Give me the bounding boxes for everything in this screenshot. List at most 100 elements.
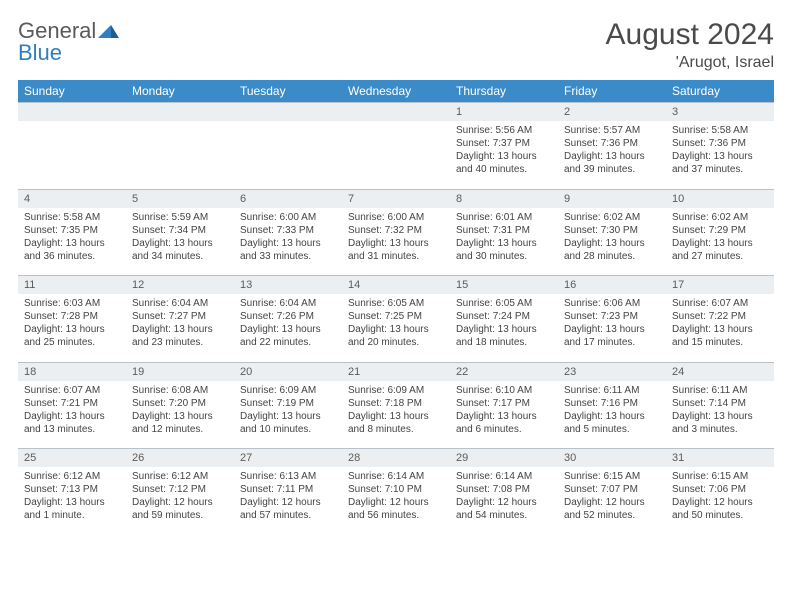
day-number-row: 18192021222324 bbox=[18, 362, 774, 381]
day-content-row: Sunrise: 5:58 AMSunset: 7:35 PMDaylight:… bbox=[18, 208, 774, 276]
day-number-cell: 30 bbox=[558, 449, 666, 468]
daylight-line: Daylight: 12 hours and 52 minutes. bbox=[564, 496, 660, 522]
sunrise-line: Sunrise: 6:05 AM bbox=[348, 297, 444, 310]
sunset-line: Sunset: 7:14 PM bbox=[672, 397, 768, 410]
day-content-row: Sunrise: 5:56 AMSunset: 7:37 PMDaylight:… bbox=[18, 121, 774, 189]
day-content-cell: Sunrise: 6:11 AMSunset: 7:14 PMDaylight:… bbox=[666, 381, 774, 449]
sunset-line: Sunset: 7:16 PM bbox=[564, 397, 660, 410]
day-number-cell: 20 bbox=[234, 362, 342, 381]
day-number-cell: 28 bbox=[342, 449, 450, 468]
sunset-line: Sunset: 7:20 PM bbox=[132, 397, 228, 410]
weekday-header: Wednesday bbox=[342, 80, 450, 103]
weekday-header: Sunday bbox=[18, 80, 126, 103]
day-number-cell: 2 bbox=[558, 103, 666, 122]
daylight-line: Daylight: 13 hours and 25 minutes. bbox=[24, 323, 120, 349]
sunset-line: Sunset: 7:30 PM bbox=[564, 224, 660, 237]
weekday-header: Saturday bbox=[666, 80, 774, 103]
day-number-row: 123 bbox=[18, 103, 774, 122]
day-content-cell: Sunrise: 5:56 AMSunset: 7:37 PMDaylight:… bbox=[450, 121, 558, 189]
daylight-line: Daylight: 13 hours and 31 minutes. bbox=[348, 237, 444, 263]
sunset-line: Sunset: 7:12 PM bbox=[132, 483, 228, 496]
sunrise-line: Sunrise: 6:02 AM bbox=[672, 211, 768, 224]
day-content-cell: Sunrise: 5:59 AMSunset: 7:34 PMDaylight:… bbox=[126, 208, 234, 276]
logo-text-blue: Blue bbox=[18, 40, 62, 66]
sunrise-line: Sunrise: 6:05 AM bbox=[456, 297, 552, 310]
day-content-cell: Sunrise: 6:15 AMSunset: 7:06 PMDaylight:… bbox=[666, 467, 774, 535]
day-number-cell bbox=[126, 103, 234, 122]
sunrise-line: Sunrise: 6:00 AM bbox=[240, 211, 336, 224]
sunset-line: Sunset: 7:11 PM bbox=[240, 483, 336, 496]
day-number-cell: 17 bbox=[666, 276, 774, 295]
day-number-cell: 23 bbox=[558, 362, 666, 381]
sunrise-line: Sunrise: 6:04 AM bbox=[132, 297, 228, 310]
sunset-line: Sunset: 7:24 PM bbox=[456, 310, 552, 323]
sunrise-line: Sunrise: 6:14 AM bbox=[456, 470, 552, 483]
day-number-cell: 4 bbox=[18, 189, 126, 208]
day-content-cell: Sunrise: 6:15 AMSunset: 7:07 PMDaylight:… bbox=[558, 467, 666, 535]
day-number-row: 11121314151617 bbox=[18, 276, 774, 295]
sunset-line: Sunset: 7:29 PM bbox=[672, 224, 768, 237]
sunrise-line: Sunrise: 6:14 AM bbox=[348, 470, 444, 483]
sunset-line: Sunset: 7:13 PM bbox=[24, 483, 120, 496]
daylight-line: Daylight: 13 hours and 5 minutes. bbox=[564, 410, 660, 436]
daylight-line: Daylight: 12 hours and 54 minutes. bbox=[456, 496, 552, 522]
sunset-line: Sunset: 7:08 PM bbox=[456, 483, 552, 496]
sunrise-line: Sunrise: 6:04 AM bbox=[240, 297, 336, 310]
day-number-cell: 24 bbox=[666, 362, 774, 381]
day-content-cell: Sunrise: 6:09 AMSunset: 7:19 PMDaylight:… bbox=[234, 381, 342, 449]
day-content-cell: Sunrise: 6:02 AMSunset: 7:29 PMDaylight:… bbox=[666, 208, 774, 276]
day-content-cell: Sunrise: 6:14 AMSunset: 7:10 PMDaylight:… bbox=[342, 467, 450, 535]
daylight-line: Daylight: 12 hours and 59 minutes. bbox=[132, 496, 228, 522]
sunset-line: Sunset: 7:22 PM bbox=[672, 310, 768, 323]
sunset-line: Sunset: 7:06 PM bbox=[672, 483, 768, 496]
sunrise-line: Sunrise: 5:58 AM bbox=[24, 211, 120, 224]
sunrise-line: Sunrise: 6:06 AM bbox=[564, 297, 660, 310]
weekday-header: Thursday bbox=[450, 80, 558, 103]
sunset-line: Sunset: 7:21 PM bbox=[24, 397, 120, 410]
day-content-cell bbox=[342, 121, 450, 189]
daylight-line: Daylight: 13 hours and 20 minutes. bbox=[348, 323, 444, 349]
sunrise-line: Sunrise: 5:58 AM bbox=[672, 124, 768, 137]
sunrise-line: Sunrise: 6:07 AM bbox=[24, 384, 120, 397]
day-content-cell: Sunrise: 5:58 AMSunset: 7:35 PMDaylight:… bbox=[18, 208, 126, 276]
day-content-cell: Sunrise: 5:57 AMSunset: 7:36 PMDaylight:… bbox=[558, 121, 666, 189]
day-content-cell bbox=[234, 121, 342, 189]
sunset-line: Sunset: 7:36 PM bbox=[564, 137, 660, 150]
day-number-cell: 26 bbox=[126, 449, 234, 468]
day-number-row: 45678910 bbox=[18, 189, 774, 208]
sunrise-line: Sunrise: 6:03 AM bbox=[24, 297, 120, 310]
day-content-cell: Sunrise: 6:07 AMSunset: 7:21 PMDaylight:… bbox=[18, 381, 126, 449]
sunset-line: Sunset: 7:23 PM bbox=[564, 310, 660, 323]
day-number-cell bbox=[342, 103, 450, 122]
day-content-cell bbox=[126, 121, 234, 189]
daylight-line: Daylight: 13 hours and 34 minutes. bbox=[132, 237, 228, 263]
daylight-line: Daylight: 13 hours and 13 minutes. bbox=[24, 410, 120, 436]
daylight-line: Daylight: 13 hours and 10 minutes. bbox=[240, 410, 336, 436]
sunrise-line: Sunrise: 6:12 AM bbox=[132, 470, 228, 483]
day-content-row: Sunrise: 6:07 AMSunset: 7:21 PMDaylight:… bbox=[18, 381, 774, 449]
daylight-line: Daylight: 13 hours and 3 minutes. bbox=[672, 410, 768, 436]
day-number-cell: 3 bbox=[666, 103, 774, 122]
day-content-cell: Sunrise: 6:05 AMSunset: 7:25 PMDaylight:… bbox=[342, 294, 450, 362]
sunrise-line: Sunrise: 6:12 AM bbox=[24, 470, 120, 483]
day-number-cell: 1 bbox=[450, 103, 558, 122]
daylight-line: Daylight: 12 hours and 50 minutes. bbox=[672, 496, 768, 522]
title-block: August 2024 'Arugot, Israel bbox=[606, 18, 774, 72]
sunset-line: Sunset: 7:26 PM bbox=[240, 310, 336, 323]
day-content-cell: Sunrise: 5:58 AMSunset: 7:36 PMDaylight:… bbox=[666, 121, 774, 189]
logo-triangle-icon bbox=[98, 22, 120, 40]
daylight-line: Daylight: 13 hours and 27 minutes. bbox=[672, 237, 768, 263]
month-title: August 2024 bbox=[606, 18, 774, 52]
sunset-line: Sunset: 7:25 PM bbox=[348, 310, 444, 323]
day-content-cell: Sunrise: 6:12 AMSunset: 7:12 PMDaylight:… bbox=[126, 467, 234, 535]
day-number-cell: 15 bbox=[450, 276, 558, 295]
day-content-cell: Sunrise: 6:01 AMSunset: 7:31 PMDaylight:… bbox=[450, 208, 558, 276]
day-content-cell: Sunrise: 6:00 AMSunset: 7:32 PMDaylight:… bbox=[342, 208, 450, 276]
daylight-line: Daylight: 13 hours and 39 minutes. bbox=[564, 150, 660, 176]
day-content-cell: Sunrise: 6:08 AMSunset: 7:20 PMDaylight:… bbox=[126, 381, 234, 449]
sunrise-line: Sunrise: 6:11 AM bbox=[564, 384, 660, 397]
weekday-header-row: SundayMondayTuesdayWednesdayThursdayFrid… bbox=[18, 80, 774, 103]
daylight-line: Daylight: 13 hours and 36 minutes. bbox=[24, 237, 120, 263]
day-number-cell: 31 bbox=[666, 449, 774, 468]
day-number-cell: 6 bbox=[234, 189, 342, 208]
